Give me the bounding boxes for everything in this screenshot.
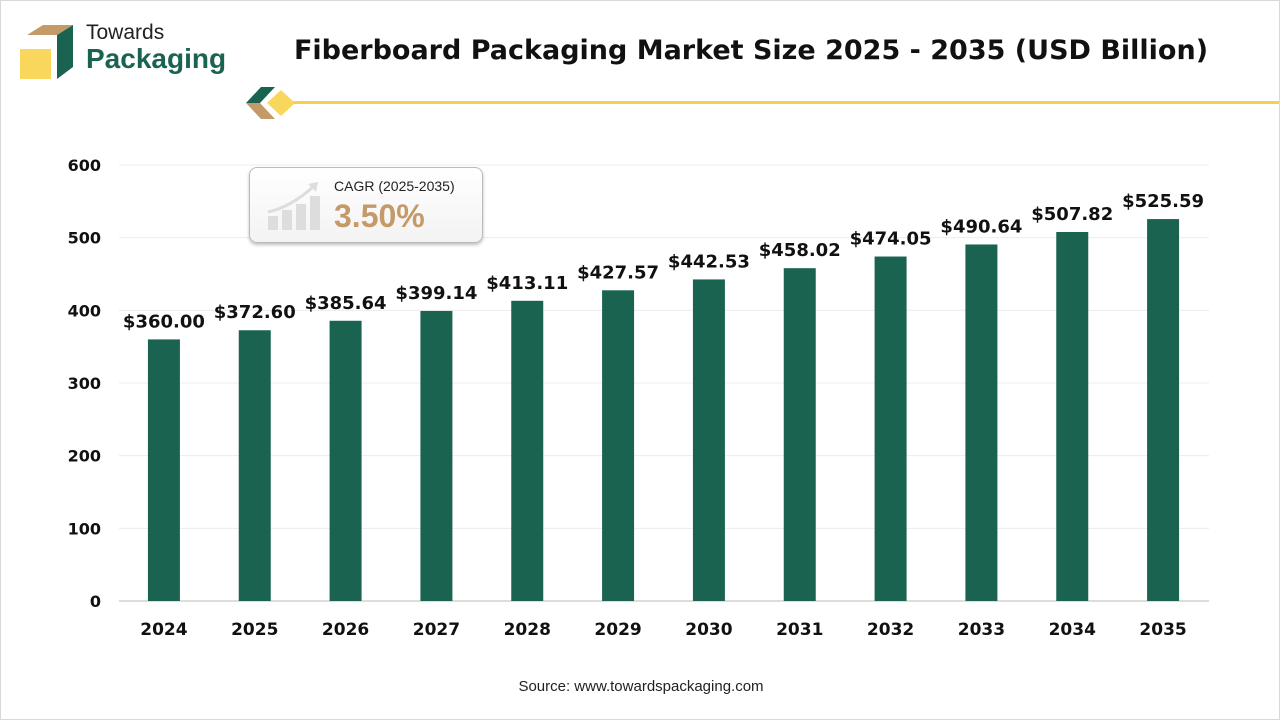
x-tick-label: 2031 xyxy=(776,620,823,640)
x-tick-label: 2029 xyxy=(594,620,641,640)
chart-title: Fiberboard Packaging Market Size 2025 - … xyxy=(293,35,1209,66)
bar-2033 xyxy=(965,244,998,601)
data-label-2027: $399.14 xyxy=(395,283,477,304)
y-tick-label: 300 xyxy=(68,374,101,393)
data-label-2034: $507.82 xyxy=(1031,204,1113,225)
data-label-2033: $490.64 xyxy=(940,216,1022,237)
brand-line1: Towards xyxy=(86,21,165,44)
cagr-value: 3.50% xyxy=(334,198,425,234)
data-label-2025: $372.60 xyxy=(214,302,296,323)
x-tick-label: 2024 xyxy=(140,620,187,640)
data-label-2028: $413.11 xyxy=(486,273,568,294)
cagr-box: CAGR (2025-2035) 3.50% xyxy=(249,167,483,243)
growth-chart-icon xyxy=(267,182,320,230)
bar-2029 xyxy=(602,290,635,601)
bar-2031 xyxy=(783,268,816,601)
data-label-2024: $360.00 xyxy=(123,311,205,332)
brand-line2: Packaging xyxy=(86,43,227,74)
bar-chart: 0 100 200 300 400 500 600 $360.00 2024 $372.60 202… xyxy=(68,156,1209,640)
bar-2030 xyxy=(692,279,725,601)
x-tick-label: 2025 xyxy=(231,620,278,640)
y-tick-label: 400 xyxy=(68,301,101,320)
data-label-2032: $474.05 xyxy=(850,229,932,250)
cagr-label: CAGR (2025-2035) xyxy=(334,178,455,194)
x-tick-label: 2032 xyxy=(867,620,914,640)
bar-2028 xyxy=(511,300,544,601)
bar-2025 xyxy=(238,330,271,601)
bar-2034 xyxy=(1056,231,1089,601)
x-tick-label: 2026 xyxy=(322,620,369,640)
x-tick-label: 2028 xyxy=(504,620,551,640)
bar-2032 xyxy=(874,256,907,601)
source-note: Source: www.towardspackaging.com xyxy=(518,678,764,695)
data-label-2030: $442.53 xyxy=(668,251,750,272)
y-tick-label: 100 xyxy=(68,519,101,538)
y-tick-label: 0 xyxy=(90,592,101,611)
bar-2024 xyxy=(147,339,180,601)
y-tick-label: 500 xyxy=(68,229,101,248)
logo-box-icon xyxy=(20,25,73,79)
data-label-2035: $525.59 xyxy=(1122,191,1204,212)
bar-2035 xyxy=(1147,219,1180,601)
x-tick-label: 2034 xyxy=(1049,620,1096,640)
y-tick-label: 600 xyxy=(68,156,101,175)
x-tick-label: 2030 xyxy=(685,620,732,640)
x-tick-label: 2033 xyxy=(958,620,1005,640)
bar-2027 xyxy=(420,310,453,601)
y-tick-label: 200 xyxy=(68,447,101,466)
title-underline-decoration xyxy=(246,87,1279,119)
x-tick-label: 2035 xyxy=(1139,620,1186,640)
data-label-2031: $458.02 xyxy=(759,240,841,261)
data-label-2026: $385.64 xyxy=(305,293,387,314)
bar-2026 xyxy=(329,320,362,601)
data-label-2029: $427.57 xyxy=(577,262,659,283)
x-tick-label: 2027 xyxy=(413,620,460,640)
